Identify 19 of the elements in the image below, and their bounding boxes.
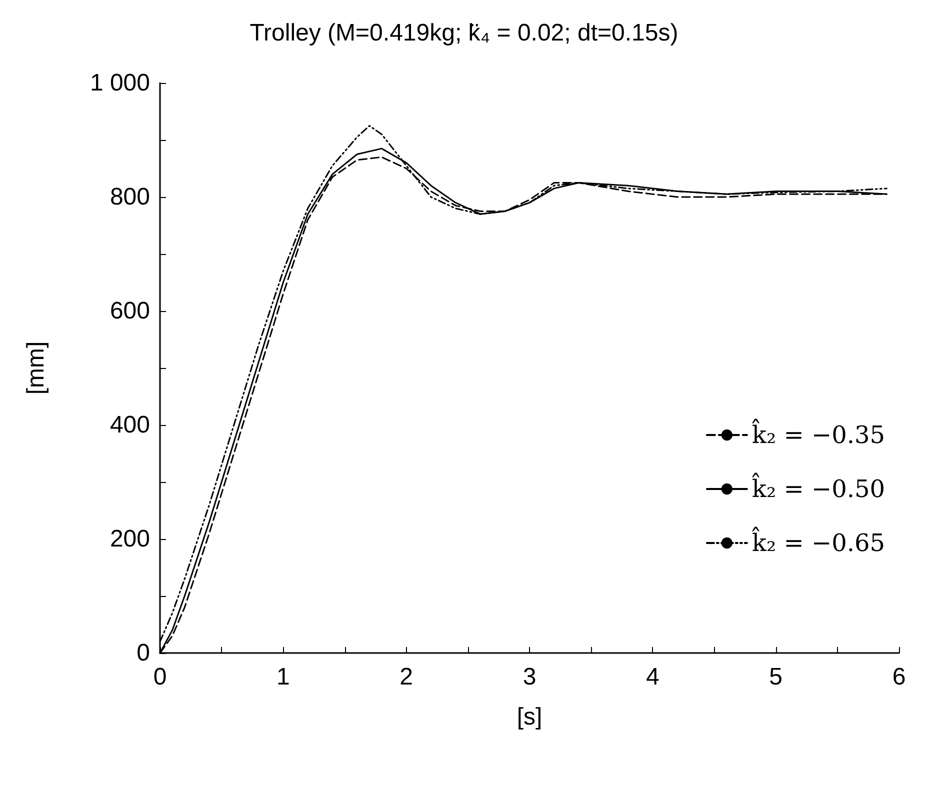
y-tick-label: 1 000 [90, 70, 150, 96]
x-tick-label: 5 [769, 664, 783, 690]
chart-title: Trolley (M=0.419kg; k̈₄ = 0.02; dt=0.15s) [250, 20, 678, 46]
legend-label: k̂₂ = −0.65 [752, 526, 885, 557]
y-tick-label: 400 [110, 412, 150, 438]
x-tick-label: 4 [646, 664, 660, 690]
x-tick-label: 6 [892, 664, 906, 690]
x-axis-title: [s] [516, 704, 542, 730]
y-axis-title: [mm] [22, 341, 50, 395]
x-tick-label: 3 [522, 664, 536, 690]
legend-label: k̂₂ = −0.50 [752, 472, 885, 503]
x-tick-label: 0 [153, 664, 167, 690]
y-tick-label: 0 [136, 640, 150, 666]
legend-label: k̂₂ = −0.35 [752, 418, 885, 449]
y-tick-label: 800 [110, 184, 150, 210]
x-tick-label: 2 [400, 664, 414, 690]
y-tick-label: 200 [110, 526, 150, 552]
y-tick-label: 600 [110, 298, 150, 324]
x-tick-label: 1 [276, 664, 290, 690]
